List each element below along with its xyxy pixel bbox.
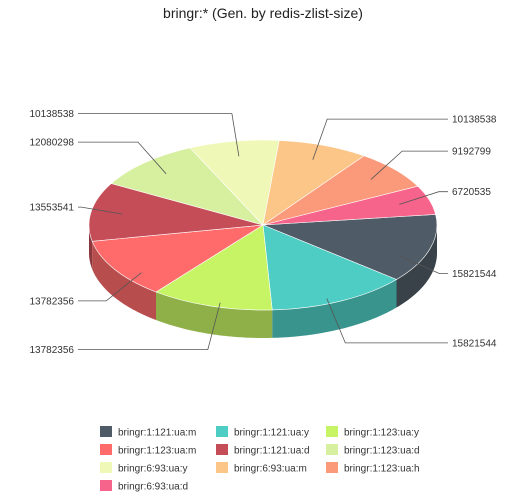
legend-label-3: bringr:1:123:ua:m bbox=[118, 446, 196, 457]
leader-line-2 bbox=[78, 302, 221, 351]
legend-label-8: bringr:1:123:ua:h bbox=[344, 464, 420, 475]
legend-swatch-4 bbox=[216, 444, 228, 455]
pie-side-1 bbox=[272, 279, 397, 338]
pie-slice-4 bbox=[88, 183, 264, 242]
data-label-9: 6720535 bbox=[452, 187, 491, 198]
leader-line-3 bbox=[78, 272, 142, 302]
pie-slice-0 bbox=[262, 214, 438, 280]
legend-label-6: bringr:6:93:ua:y bbox=[118, 464, 188, 475]
leader-line-5 bbox=[78, 141, 167, 175]
legend-label-7: bringr:6:93:ua:m bbox=[234, 464, 307, 475]
leader-line-4 bbox=[78, 206, 123, 215]
pie-side-3 bbox=[92, 241, 156, 320]
pie-slice-5 bbox=[110, 147, 264, 226]
pie-side-4 bbox=[89, 225, 93, 270]
leader-line-7 bbox=[312, 118, 448, 160]
data-label-0: 15821544 bbox=[452, 269, 497, 280]
legend-swatch-9 bbox=[100, 480, 112, 491]
pie-slice-3 bbox=[91, 224, 264, 293]
pie-tops bbox=[88, 139, 438, 311]
legend-swatch-6 bbox=[100, 462, 112, 473]
data-label-5: 12080298 bbox=[30, 138, 75, 149]
legend: bringr:1:121:ua:m bringr:1:121:ua:y bringr… bbox=[100, 426, 420, 493]
data-label-3: 13782356 bbox=[30, 296, 75, 307]
legend-label-4: bringr:1:121:ua:d bbox=[234, 446, 310, 457]
legend-label-2: bringr:1:123:ua:y bbox=[344, 428, 419, 439]
leader-line-9 bbox=[399, 191, 448, 205]
data-label-2: 13782356 bbox=[30, 345, 75, 356]
data-label-1: 15821544 bbox=[452, 338, 497, 349]
legend-label-5: bringr:1:123:ua:d bbox=[344, 446, 420, 457]
pie-data-labels: 15821544 15821544 13782356 13782356 13553541… bbox=[30, 109, 497, 356]
legend-swatch-7 bbox=[216, 462, 228, 473]
data-label-4: 13553541 bbox=[30, 203, 75, 214]
chart-title: bringr:* (Gen. by redis-zlist-size) bbox=[163, 5, 363, 21]
pie-side-2 bbox=[156, 292, 273, 338]
legend-label-0: bringr:1:121:ua:m bbox=[118, 428, 196, 439]
legend-swatch-3 bbox=[100, 444, 112, 455]
legend-swatch-5 bbox=[326, 444, 338, 455]
leader-line-6 bbox=[78, 113, 240, 157]
pie-slice-1 bbox=[262, 224, 398, 311]
pie-slice-2 bbox=[155, 224, 273, 311]
leader-line-1 bbox=[326, 298, 448, 344]
pie-side-0 bbox=[396, 226, 437, 308]
pie-slice-6 bbox=[189, 139, 280, 226]
legend-swatch-0 bbox=[100, 426, 112, 437]
data-label-7: 10138538 bbox=[452, 115, 497, 126]
data-label-6: 10138538 bbox=[30, 109, 75, 120]
legend-label-1: bringr:1:121:ua:y bbox=[234, 428, 309, 439]
data-label-8: 9192799 bbox=[452, 147, 491, 158]
leader-line-8 bbox=[370, 150, 448, 180]
pie-slice-7 bbox=[262, 140, 365, 226]
legend-swatch-8 bbox=[326, 462, 338, 473]
legend-swatch-2 bbox=[326, 426, 338, 437]
pie-slice-9 bbox=[262, 185, 436, 226]
pie-sides bbox=[89, 225, 437, 338]
leader-line-0 bbox=[399, 255, 448, 275]
legend-label-9: bringr:6:93:ua:d bbox=[118, 482, 188, 493]
legend-swatch-1 bbox=[216, 426, 228, 437]
